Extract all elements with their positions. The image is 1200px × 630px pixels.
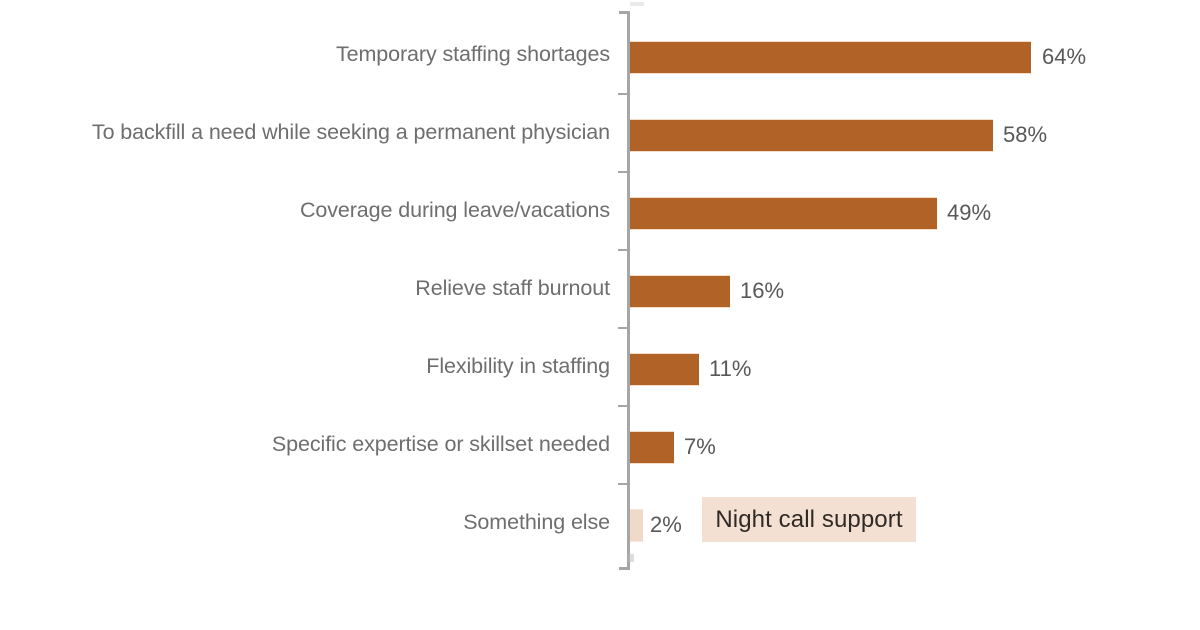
chart-row: To backfill a need while seeking a perma…: [0, 93, 1200, 171]
category-label: Temporary staffing shortages: [335, 41, 610, 66]
chart-row: Coverage during leave/vacations 49%: [0, 171, 1200, 249]
bar-coverage-during-leave-vacations: [630, 197, 937, 230]
category-label: Flexibility in staffing: [426, 353, 610, 378]
y-axis-tick: [618, 93, 628, 95]
value-label: 58%: [1003, 122, 1048, 147]
bar-temporary-staffing-shortages: [630, 41, 1031, 74]
value-label: 2%: [650, 512, 682, 537]
y-axis-tick: [618, 483, 628, 485]
y-axis-tick: [618, 405, 628, 407]
category-label: Relieve staff burnout: [415, 275, 610, 300]
night-call-support-callout[interactable]: Night call support: [702, 497, 916, 542]
chart-row: Relieve staff burnout 16%: [0, 249, 1200, 327]
bar-flexibility-in-staffing: [630, 353, 699, 386]
chart-row: Flexibility in staffing 11%: [0, 327, 1200, 405]
bar-relieve-staff-burnout: [630, 275, 730, 308]
value-label: 7%: [684, 434, 716, 459]
category-label: Specific expertise or skillset needed: [271, 431, 610, 456]
value-label: 11%: [709, 356, 752, 381]
bar-something-else: [630, 509, 643, 542]
chart-row: Something else 2%: [0, 483, 1200, 561]
y-axis-cap-top: [619, 11, 628, 14]
y-axis-tick: [618, 327, 628, 329]
y-axis-line: [627, 11, 630, 570]
category-label: To backfill a need while seeking a perma…: [91, 119, 610, 144]
bar-backfill-permanent-physician: [630, 119, 993, 152]
bar-specific-expertise-or-skillset-needed: [630, 431, 674, 464]
chart-row: Temporary staffing shortages 64%: [0, 15, 1200, 93]
value-label: 49%: [947, 200, 992, 225]
crop-artifact-bottom: [628, 554, 634, 562]
y-axis-cap-bottom: [619, 567, 628, 570]
value-label: 16%: [740, 278, 785, 303]
category-label: Coverage during leave/vacations: [299, 197, 610, 222]
category-label: Something else: [463, 509, 610, 534]
chart-row: Specific expertise or skillset needed 7%: [0, 405, 1200, 483]
value-label: 64%: [1042, 44, 1087, 69]
y-axis-tick: [618, 249, 628, 251]
y-axis-tick: [618, 171, 628, 173]
crop-artifact-top: [630, 2, 644, 6]
